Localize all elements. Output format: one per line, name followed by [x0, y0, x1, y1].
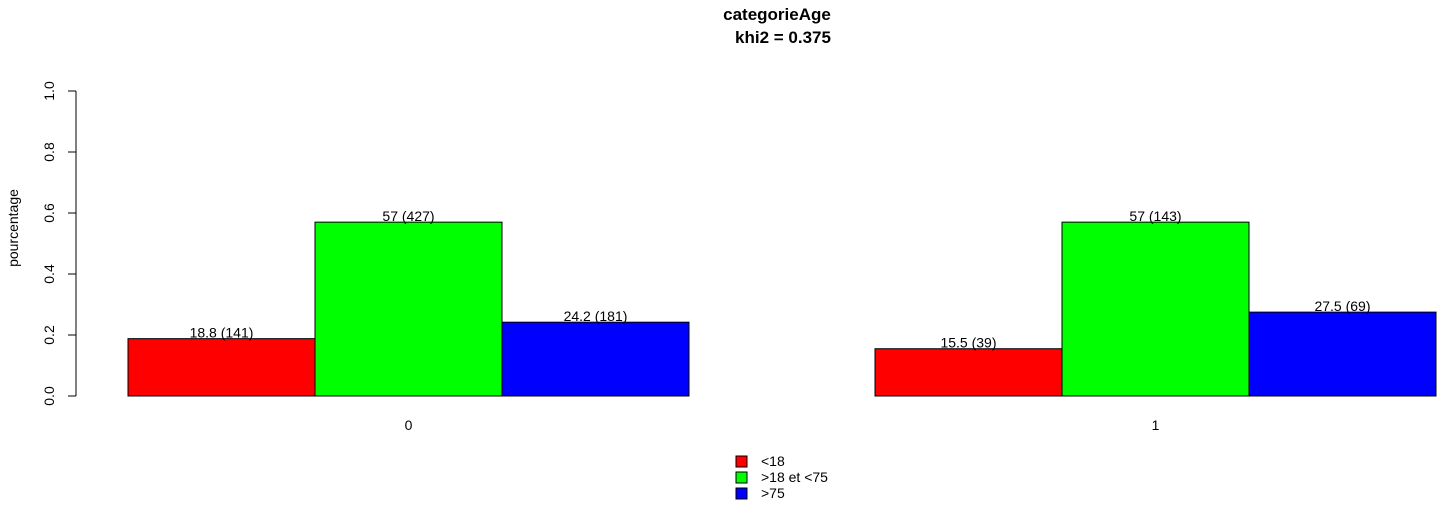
legend-swatch [735, 471, 748, 484]
bars: 18.8 (141) 57 (427) 24.2 (181) 15.5 (39) 57 … [127, 208, 1437, 397]
bar-data-label: 57 (427) [382, 208, 434, 224]
y-tick-label: 0.6 [41, 203, 57, 223]
y-tick-label: 1.0 [41, 81, 57, 101]
legend-swatch [735, 455, 748, 468]
y-axis-title: pourcentage [5, 189, 21, 267]
bar [501, 321, 690, 397]
legend-label: >18 et <75 [761, 469, 828, 485]
chart-subtitle: khi2 = 0.375 [735, 28, 831, 47]
legend-swatch [735, 487, 748, 500]
bar-data-label: 24.2 (181) [564, 308, 628, 324]
bar-data-label: 15.5 (39) [940, 335, 996, 351]
bar-data-label: 18.8 (141) [190, 325, 254, 341]
y-tick-label: 0.4 [41, 264, 57, 284]
legend-label: >75 [761, 485, 785, 501]
x-category-label: 1 [1152, 417, 1160, 433]
bar [874, 348, 1063, 397]
y-tick-label: 0.0 [41, 386, 57, 406]
y-tick-label: 0.8 [41, 142, 57, 162]
y-axis: 0.0 0.2 0.4 0.6 0.8 1.0 [41, 81, 77, 406]
bar [127, 338, 316, 397]
y-tick-label: 0.2 [41, 325, 57, 345]
x-category-label: 0 [405, 417, 413, 433]
bar-data-label: 27.5 (69) [1314, 298, 1370, 314]
legend: <18>18 et <75>75 [735, 453, 828, 501]
legend-label: <18 [761, 453, 785, 469]
bar [1248, 311, 1437, 397]
bar-data-label: 57 (143) [1129, 208, 1181, 224]
bar [314, 221, 503, 397]
bar [1061, 221, 1250, 397]
chart-title: categorieAge [723, 5, 831, 24]
